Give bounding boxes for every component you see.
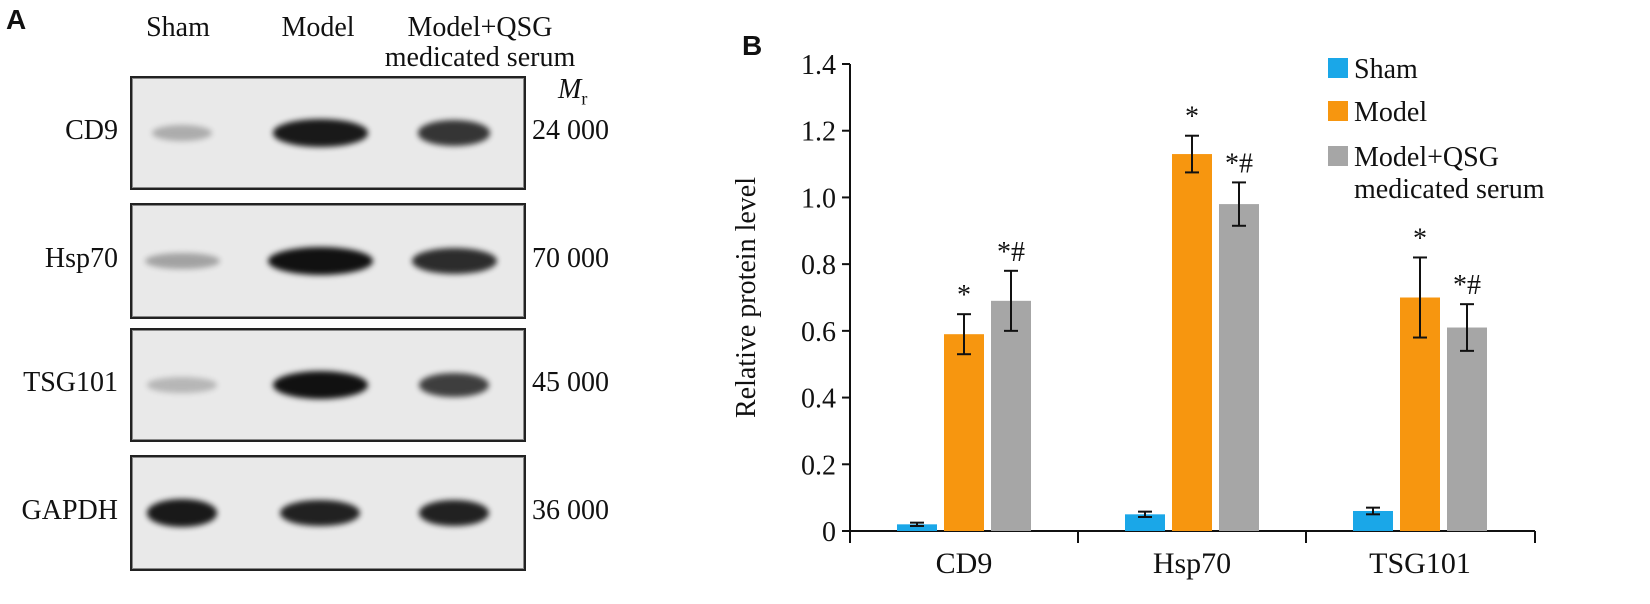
mr-subscript: r [581, 88, 588, 109]
blot-band [280, 499, 360, 527]
legend-label: Model [1354, 97, 1427, 128]
blot-band [147, 499, 217, 527]
bar [1219, 204, 1259, 531]
legend-label: Sham [1354, 54, 1418, 85]
y-tick-label: 0.6 [801, 317, 836, 348]
y-tick-label: 1.4 [801, 50, 836, 81]
y-axis-label: Relative protein level [731, 177, 762, 418]
bar [1172, 154, 1212, 532]
blot-band [419, 499, 489, 527]
bar [1353, 510, 1393, 531]
blot-band [272, 119, 368, 147]
significance-mark: *# [1453, 270, 1481, 301]
lane-label-model-qsg: Model+QSG [407, 12, 553, 43]
y-tick-label: 0 [822, 517, 836, 548]
molecular-weight-label: 24 000 [532, 115, 609, 146]
blot-strip-gapdh [130, 455, 526, 571]
bar [897, 524, 937, 531]
panel-b-letter: B [742, 30, 763, 61]
mr-label: Mr [558, 74, 587, 110]
lane-label-model: Model [281, 12, 355, 43]
panel-a-letter: A [6, 4, 27, 35]
x-category-label: CD9 [936, 547, 993, 580]
legend-label: medicated serum [1354, 174, 1545, 205]
significance-mark: * [957, 280, 971, 311]
legend-swatch [1328, 146, 1348, 166]
blot-strip-tsg101 [130, 328, 526, 442]
blot-band [144, 252, 220, 270]
molecular-weight-label: 36 000 [532, 495, 609, 526]
x-category-label: Hsp70 [1153, 547, 1231, 580]
blot-band [419, 372, 489, 398]
blot-row-label-hsp70: Hsp70 [44, 243, 118, 274]
molecular-weight-label: 70 000 [532, 243, 609, 274]
legend-swatch [1328, 101, 1348, 121]
significance-mark: *# [1225, 148, 1253, 179]
blot-band [272, 371, 368, 399]
blot-row-label-tsg101: TSG101 [23, 367, 118, 398]
blot-band [411, 248, 497, 274]
bar [1125, 514, 1165, 531]
y-tick-label: 1.2 [801, 117, 836, 148]
blot-band [418, 120, 490, 146]
significance-mark: *# [997, 237, 1025, 268]
significance-mark: * [1413, 223, 1427, 254]
y-tick-label: 0.8 [801, 250, 836, 281]
blot-row-label-gapdh: GAPDH [21, 495, 118, 526]
blot-strip-hsp70 [130, 203, 526, 319]
lane-label-medicated-serum: medicated serum [384, 42, 576, 73]
blot-row-label-cd9: CD9 [65, 115, 118, 146]
blot-band [267, 247, 373, 275]
blot-band [147, 377, 217, 393]
molecular-weight-label: 45 000 [532, 367, 609, 398]
blot-band [152, 124, 212, 142]
x-category-label: TSG101 [1369, 547, 1471, 580]
y-tick-label: 1.0 [801, 183, 836, 214]
legend-label: Model+QSG [1354, 142, 1499, 173]
y-tick-label: 0.4 [801, 384, 836, 415]
bar [944, 334, 984, 531]
y-tick-label: 0.2 [801, 450, 836, 481]
legend-swatch [1328, 58, 1348, 78]
significance-mark: * [1185, 102, 1199, 133]
blot-strip-cd9 [130, 76, 526, 190]
mr-symbol-text: M [558, 74, 582, 105]
bar [1447, 327, 1487, 531]
bar [991, 300, 1031, 531]
lane-label-sham: Sham [146, 12, 210, 43]
